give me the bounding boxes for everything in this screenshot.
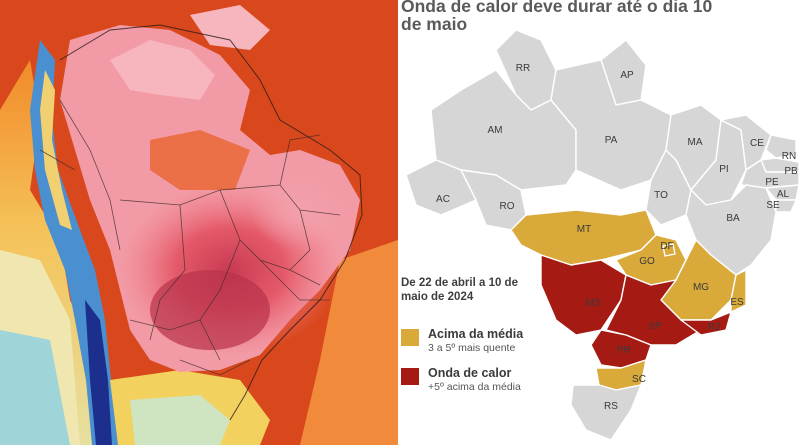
legend-subtitle-heat-wave: +5º acima da média — [428, 381, 521, 393]
state-se — [775, 199, 797, 213]
andes-deep-cold — [85, 300, 112, 445]
state-labels: RR AP AM PA MA CE RN PB PI PE AL SE AC R… — [436, 63, 798, 412]
amazon-orange-patch — [150, 130, 250, 190]
label-rs: RS — [604, 401, 618, 412]
label-pb: PB — [784, 166, 798, 177]
label-rn: RN — [782, 151, 796, 162]
state-rn — [765, 134, 797, 159]
state-df — [662, 243, 676, 257]
legend-title-above-average: Acima da média — [428, 327, 524, 341]
label-am: AM — [488, 125, 503, 136]
label-es: ES — [730, 297, 744, 308]
label-ms: MS — [586, 298, 601, 309]
north-pink-patch — [110, 40, 215, 100]
label-go: GO — [639, 256, 655, 267]
state-rs — [570, 384, 642, 441]
label-ro: RO — [500, 201, 515, 212]
heat-core-deep — [150, 270, 270, 350]
label-to: TO — [654, 190, 668, 201]
legend-swatch-heat-wave — [401, 368, 419, 385]
coastline — [59, 24, 363, 421]
state-es — [730, 269, 747, 313]
atlantic-area — [300, 240, 398, 445]
label-pe: PE — [765, 177, 779, 188]
label-al: AL — [777, 189, 790, 200]
temperature-map-svg — [0, 0, 398, 445]
label-mt: MT — [577, 224, 591, 235]
legend-swatch-above-average — [401, 329, 419, 346]
label-sp: SP — [648, 321, 662, 332]
label-rr: RR — [516, 63, 530, 74]
label-pi: PI — [719, 164, 728, 175]
period-label: De 22 de abril a 10 de maio de 2024 — [401, 277, 518, 303]
label-mg: MG — [693, 282, 709, 293]
southern-light-area — [130, 395, 230, 445]
state-ro — [460, 169, 527, 231]
temperature-anomaly-map — [0, 0, 398, 445]
andes-yellow-band — [40, 70, 72, 230]
state-rj — [680, 311, 732, 336]
pacific-cool-area — [0, 330, 70, 445]
label-pa: PA — [605, 135, 618, 146]
legend-title-heat-wave: Onda de calor — [428, 366, 512, 380]
label-sc: SC — [632, 374, 646, 385]
label-se: SE — [766, 200, 780, 211]
label-ac: AC — [436, 194, 450, 205]
label-df: DF — [660, 241, 673, 252]
label-ap: AP — [620, 70, 634, 81]
state-ms — [540, 254, 627, 336]
heat-wave-infographic: RR AP AM PA MA CE RN PB PI PE AL SE AC R… — [401, 0, 800, 445]
label-ce: CE — [750, 138, 764, 149]
label-pr: PR — [617, 345, 631, 356]
label-ba: BA — [726, 213, 740, 224]
label-rj: RJ — [708, 322, 720, 333]
brazil-states-map: RR AP AM PA MA CE RN PB PI PE AL SE AC R… — [405, 29, 800, 441]
legend-subtitle-above-average: 3 a 5º mais quente — [428, 342, 516, 354]
label-ma: MA — [688, 137, 703, 148]
infographic-title: Onda de calor deve durar até o dia 10 de… — [401, 0, 713, 34]
north-coast-patch — [190, 5, 270, 50]
panel-divider — [398, 0, 401, 445]
